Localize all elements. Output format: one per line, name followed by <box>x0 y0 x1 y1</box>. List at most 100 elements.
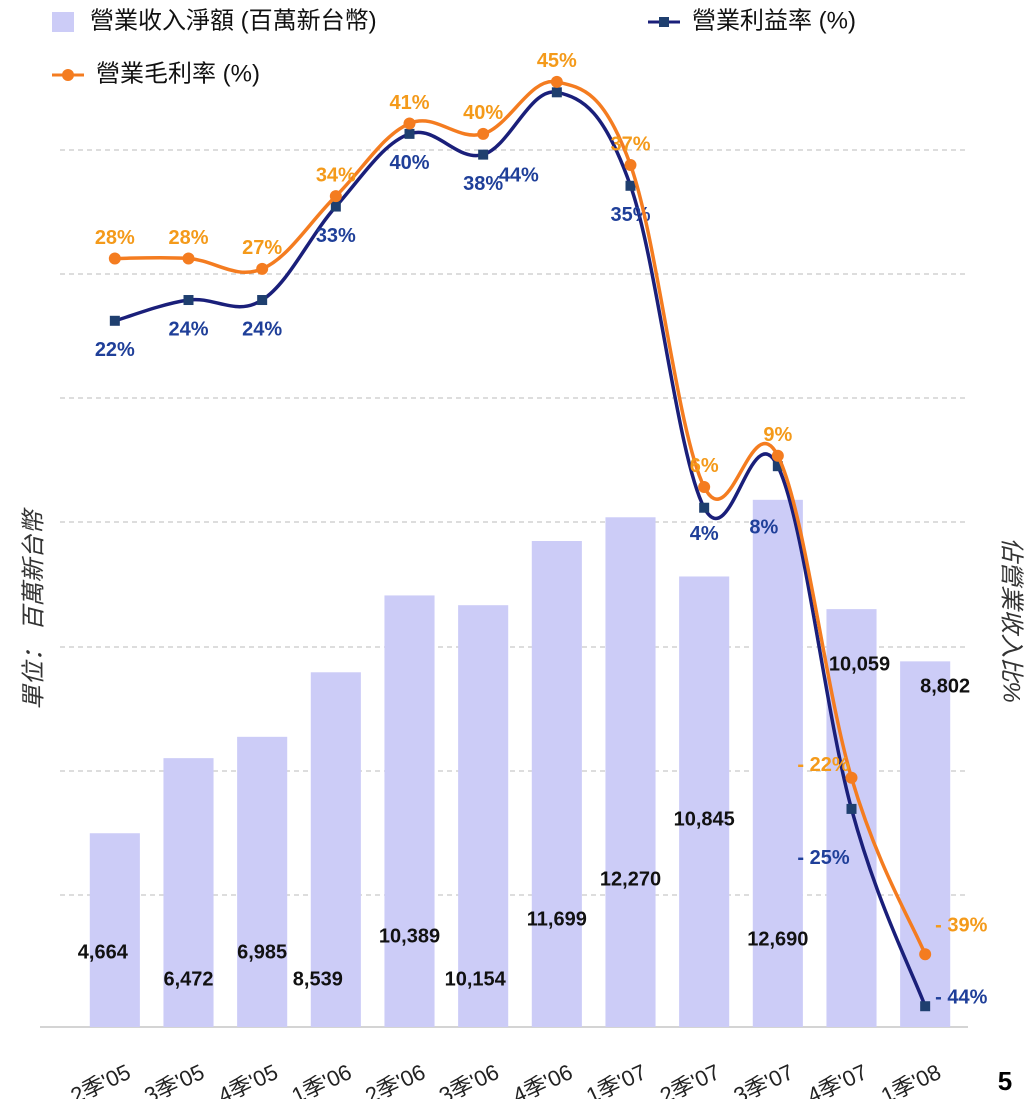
marker <box>330 201 341 212</box>
data-label: 6,472 <box>163 968 213 990</box>
data-label: 28% <box>95 227 135 249</box>
data-label: - 44% <box>935 987 987 1009</box>
marker <box>478 149 489 160</box>
data-label: 10,845 <box>674 808 735 830</box>
marker <box>182 252 195 265</box>
bar <box>89 833 140 1027</box>
x-tick-label: 3季'05 <box>140 1059 208 1099</box>
bar <box>163 758 214 1027</box>
data-label: - 39% <box>935 915 987 937</box>
bar <box>237 736 288 1027</box>
marker <box>257 295 268 306</box>
bar <box>458 605 509 1027</box>
legend-label: 營業收入淨額 (百萬新台幣) <box>90 7 377 34</box>
x-tick-label: 2季'06 <box>361 1059 429 1099</box>
x-tick-label: 3季'06 <box>435 1059 503 1099</box>
y2-axis-label: 佔營業收入比% <box>998 537 1025 702</box>
marker <box>698 480 711 493</box>
legend-label: 營業毛利率 (%) <box>96 60 260 87</box>
bar <box>605 517 656 1027</box>
data-label: 10,154 <box>445 968 507 990</box>
line <box>114 79 927 955</box>
marker <box>625 180 636 191</box>
marker <box>845 771 858 784</box>
data-label: 40% <box>389 152 429 174</box>
data-label: 22% <box>95 339 135 361</box>
data-label: 4% <box>690 523 719 545</box>
bar <box>531 541 582 1027</box>
bar <box>679 576 730 1027</box>
data-label: 8,802 <box>920 675 970 697</box>
legend-marker <box>659 17 669 27</box>
marker <box>477 127 490 140</box>
marker <box>183 295 194 306</box>
x-tick-label: 1季'06 <box>288 1059 356 1099</box>
data-label: 34% <box>316 164 356 186</box>
data-label: 28% <box>168 227 208 249</box>
marker <box>550 75 563 88</box>
data-label: 38% <box>463 173 503 195</box>
marker <box>403 117 416 130</box>
x-tick-label: 2季'05 <box>67 1059 135 1099</box>
bar <box>310 672 361 1027</box>
data-label: 11,699 <box>527 908 587 930</box>
marker <box>699 502 710 513</box>
data-label: 37% <box>610 133 650 155</box>
data-label: 6,985 <box>237 941 287 963</box>
x-tick-label: 1季'07 <box>582 1059 650 1099</box>
data-label: 41% <box>389 92 429 114</box>
legend-item: 營業利益率 (%) <box>648 7 856 34</box>
marker <box>771 449 784 462</box>
marker <box>256 262 269 275</box>
data-label: 45% <box>537 50 577 72</box>
legend-item: 營業毛利率 (%) <box>52 60 260 87</box>
legend-label: 營業利益率 (%) <box>692 7 856 34</box>
data-label: - 25% <box>797 847 849 869</box>
legend-item: 營業收入淨額 (百萬新台幣) <box>52 7 377 34</box>
data-label: 12,690 <box>747 928 808 950</box>
data-label: 24% <box>168 318 208 340</box>
line <box>114 90 927 1007</box>
marker <box>551 87 562 98</box>
data-label: 44% <box>499 165 539 187</box>
marker <box>329 190 342 203</box>
data-label: 8,539 <box>293 968 343 990</box>
bar <box>384 595 435 1027</box>
page-number: 5 <box>998 1066 1012 1096</box>
data-label: 33% <box>316 225 356 247</box>
marker <box>404 128 415 139</box>
data-label: 40% <box>463 102 503 124</box>
marker <box>846 803 857 814</box>
data-label: 27% <box>242 237 282 259</box>
bar <box>900 661 951 1027</box>
x-tick-label: 3季'07 <box>730 1059 798 1099</box>
marker <box>109 315 120 326</box>
data-label: 10,389 <box>379 925 440 947</box>
marker <box>919 948 932 961</box>
bar <box>752 499 803 1027</box>
data-label: 4,664 <box>78 941 129 963</box>
marker <box>108 252 121 265</box>
data-label: 24% <box>242 318 282 340</box>
legend-marker <box>62 69 74 81</box>
x-tick-label: 4季'06 <box>509 1059 577 1099</box>
grid <box>60 149 968 896</box>
data-label: - 22% <box>797 754 849 776</box>
legend-swatch <box>52 12 74 32</box>
x-tick-label: 2季'07 <box>656 1059 724 1099</box>
marker <box>920 1001 931 1012</box>
x-tick-label: 4季'05 <box>214 1059 282 1099</box>
y-axis-label: 單位： 百萬新台幣 <box>20 507 47 710</box>
data-label: 10,059 <box>829 653 890 675</box>
bar <box>826 609 877 1027</box>
marker <box>772 461 783 472</box>
x-tick-label: 1季'08 <box>877 1059 945 1099</box>
x-tick-label: 4季'07 <box>803 1059 871 1099</box>
data-label: 8% <box>749 516 778 538</box>
marker <box>624 159 637 172</box>
data-label: 9% <box>763 424 792 446</box>
data-label: 35% <box>610 204 650 226</box>
data-label: 6% <box>690 455 719 477</box>
data-label: 12,270 <box>600 868 661 890</box>
